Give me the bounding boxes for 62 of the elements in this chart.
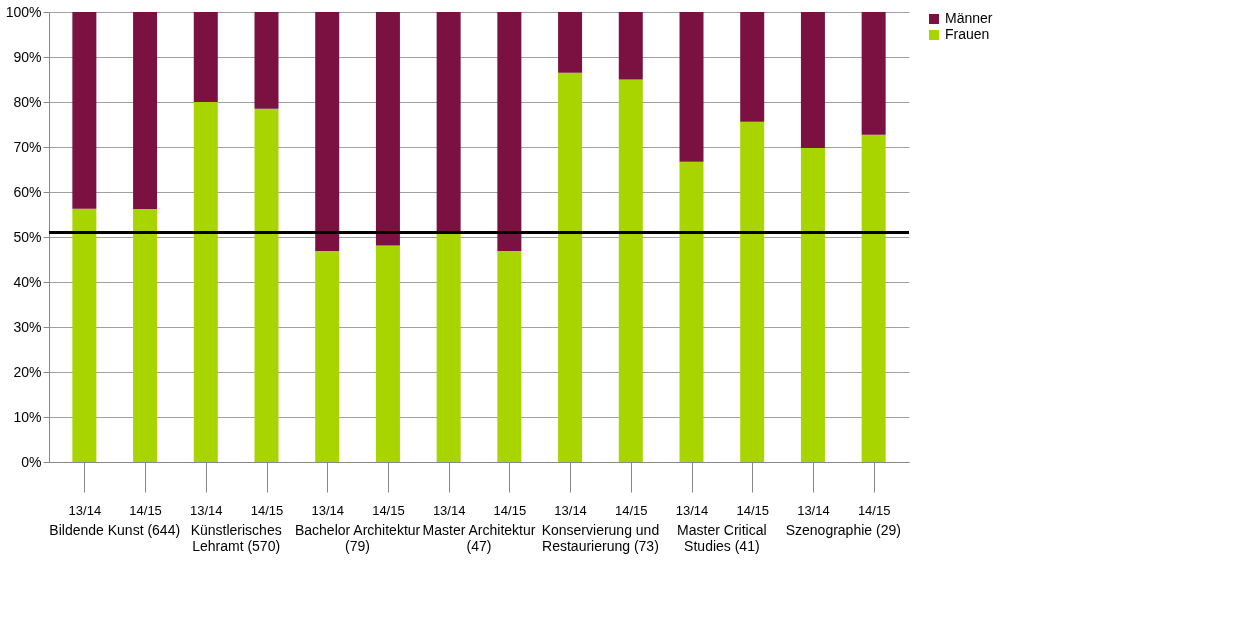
- bar: [618, 79, 643, 462]
- bar: [133, 12, 158, 210]
- y-tick-label: 20%: [13, 363, 42, 380]
- bar: [254, 108, 279, 462]
- bar: [558, 12, 583, 73]
- x-tick-label: 13/14: [190, 502, 223, 518]
- x-tick-label: 13/14: [311, 502, 344, 518]
- bar: [193, 12, 218, 102]
- bar: [740, 12, 765, 122]
- x-tick-label: 13/14: [68, 502, 102, 518]
- text: Künstlerisches Lehramt (570): [190, 522, 282, 554]
- bar: [436, 232, 461, 462]
- y-tick-label: 40%: [13, 273, 42, 290]
- bar: [72, 12, 97, 209]
- y-tick-label: 30%: [13, 318, 42, 335]
- bar: [72, 208, 97, 462]
- text: Master Critical Studies (41): [677, 522, 767, 554]
- x-tick-label: 14/15: [857, 502, 891, 518]
- bar: [497, 12, 522, 251]
- bar: [800, 12, 825, 148]
- bar: [193, 102, 218, 462]
- x-tick-label: 14/15: [372, 502, 405, 518]
- x-tick-label: 13/14: [675, 502, 709, 518]
- y-tick-label: 90%: [13, 48, 42, 65]
- bar: [558, 72, 583, 462]
- x-tick-label: 13/14: [554, 502, 587, 518]
- bar: [315, 12, 340, 251]
- y-tick-label: 80%: [13, 93, 42, 110]
- text: Bachelor Architektur (79): [294, 522, 421, 554]
- y-tick-label: 10%: [13, 408, 42, 425]
- y-tick-label: 50%: [13, 228, 42, 245]
- y-tick-label: 60%: [13, 183, 42, 200]
- text: Master Architektur (47): [422, 522, 536, 554]
- bar: [679, 12, 704, 162]
- bar: [800, 147, 825, 462]
- legend-label: Männer: [945, 10, 993, 26]
- y-tick-label: 70%: [13, 138, 42, 155]
- x-tick-label: 13/14: [432, 502, 466, 518]
- bar: [740, 121, 765, 462]
- x-tick-label: 14/15: [250, 502, 284, 518]
- bar: [861, 134, 886, 462]
- x-tick-label: 14/15: [129, 502, 162, 518]
- x-tick-label: 14/15: [493, 502, 527, 518]
- bar: [618, 12, 643, 80]
- bar: [679, 161, 704, 462]
- bar: [315, 250, 340, 462]
- bar: [133, 209, 158, 462]
- bar: [254, 12, 279, 109]
- bar: [497, 250, 522, 462]
- bar: [375, 12, 400, 246]
- text: Konservierung und Restaurierung (73): [541, 522, 660, 554]
- text: Szenographie (29): [785, 522, 901, 538]
- bar: [861, 12, 886, 135]
- bar: [375, 245, 400, 462]
- legend-label: Frauen: [945, 26, 990, 42]
- x-tick-label: 13/14: [797, 502, 830, 518]
- x-tick-label: 14/15: [615, 502, 648, 518]
- x-tick-label: 14/15: [736, 502, 769, 518]
- y-tick-label: 100%: [5, 3, 42, 20]
- y-tick-label: 0%: [21, 453, 42, 470]
- text: Bildende Kunst (644): [49, 522, 181, 538]
- bar: [436, 12, 461, 233]
